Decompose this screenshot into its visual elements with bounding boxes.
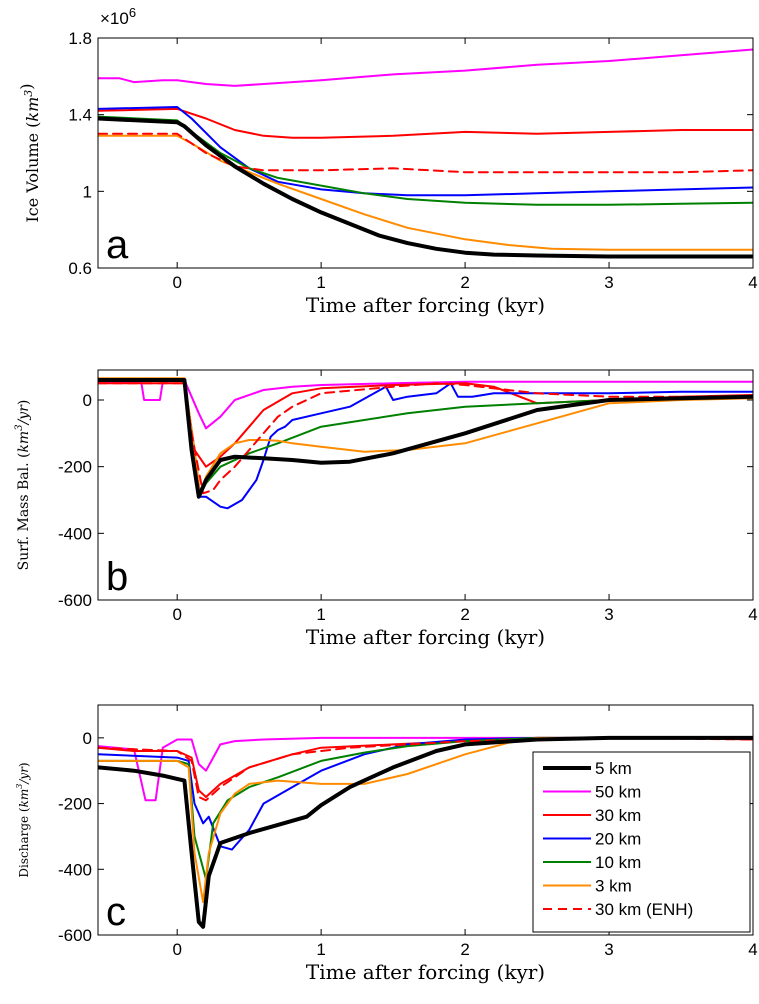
legend-label-30-km-enh: 30 km (ENH) [595,900,693,919]
series-group [98,48,753,259]
y-tick-label: -400 [58,860,92,879]
series-line-50-km [98,379,753,430]
panel-c: 0 1 2 3 4 -600 -400 -200 0 Time after forcing (ky… [15,704,758,984]
x-axis-label: Time after forcing (kyr) [306,625,545,649]
series-line-5-km [98,735,753,929]
series-line-20-km [98,379,753,510]
panel-label: b [106,555,128,599]
legend-label-50-km: 50 km [595,783,641,802]
x-tick-label: 4 [748,273,757,292]
panel-label: c [106,890,126,934]
y-tick-label: 0.6 [68,259,92,278]
y-tick-label: 0 [83,729,92,748]
series-line-20-km [98,106,753,197]
x-tick-label: 2 [460,940,469,959]
panel-a: 0 1 2 3 4 0.6 1 1.4 1.8 ×106 Time after forcing (k… [17,5,758,317]
y-axis-label: Discharge (km3/yr) [15,762,31,877]
y-tick-label: -600 [58,926,92,945]
x-tick-label: 1 [316,273,325,292]
series-line-50-km [98,48,753,87]
y-axis-label: Surf. Mass Bal. (km3/yr) [14,400,32,571]
y-tick-label: 1.4 [68,106,92,125]
x-tick-label: 1 [316,940,325,959]
series-line-5-km [98,116,753,259]
x-tick-label: 1 [316,605,325,624]
x-tick-label: 4 [748,940,757,959]
x-tick-label: 3 [604,605,613,624]
series-line-30-km-enh [98,382,753,495]
x-tick-label: 4 [748,605,757,624]
series-line-20-km [98,736,753,851]
y-tick-label: -200 [58,795,92,814]
y-tick-label: 1.8 [68,29,92,48]
series-line-30-km-enh [98,132,753,174]
series-group [98,735,753,929]
legend-label-20-km: 20 km [595,830,641,849]
y-tick-label: -600 [58,591,92,610]
legend-label-5-km: 5 km [595,759,632,778]
x-tick-label: 0 [172,940,181,959]
y-tick-label: -400 [58,524,92,543]
panel-label: a [106,223,129,267]
axes-frame [97,704,754,936]
axis-multiplier: ×106 [100,5,136,28]
y-tick-label: -200 [58,458,92,477]
legend-box [532,751,751,933]
axes-frame [97,37,754,269]
legend: 5 km 50 km 30 km 20 km 10 km 3 km 30 km (ENH) [532,751,751,933]
series-line-5-km [98,378,753,499]
y-tick-label: 1 [83,182,92,201]
series-line-3-km [98,134,753,251]
legend-label-30-km: 30 km [595,806,641,825]
x-tick-label: 3 [604,940,613,959]
x-tick-label: 0 [172,605,181,624]
x-tick-label: 2 [460,273,469,292]
x-tick-label: 3 [604,273,613,292]
x-tick-label: 0 [172,273,181,292]
x-tick-label: 2 [460,605,469,624]
series-line-30-km [98,107,753,139]
panel-b: 0 1 2 3 4 -600 -400 -200 0 Time after forcing (ky… [14,369,758,649]
x-axis-label: Time after forcing (kyr) [306,293,545,317]
axes-frame [97,369,754,601]
y-tick-label: 0 [83,391,92,410]
series-group [98,377,753,510]
y-axis-label: Ice Volume (km3) [17,83,42,222]
legend-label-3-km: 3 km [595,877,632,896]
legend-label-10-km: 10 km [595,853,641,872]
x-axis-label: Time after forcing (kyr) [306,960,545,984]
